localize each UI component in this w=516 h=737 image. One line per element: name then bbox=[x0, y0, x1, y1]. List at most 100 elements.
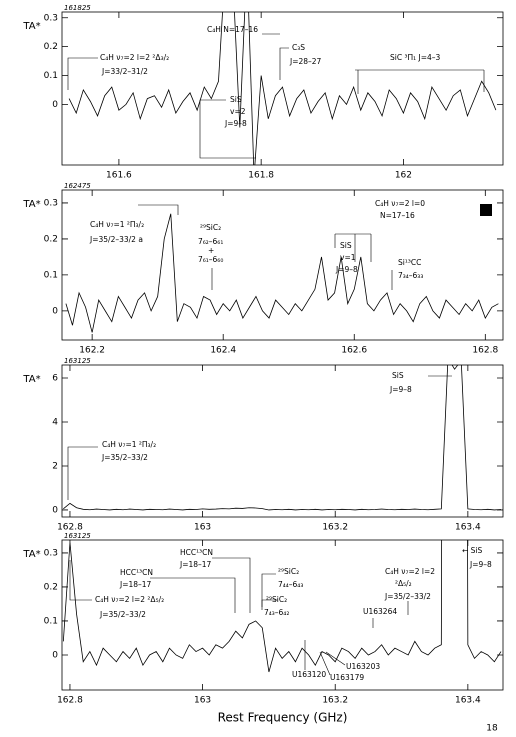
spectrum-line bbox=[68, 12, 497, 165]
annotation: 7₄₄–6₄₃ bbox=[278, 580, 303, 589]
annotation: J=18–17 bbox=[119, 580, 152, 589]
spectrum-line bbox=[65, 213, 499, 333]
annotation: ← SiS bbox=[462, 546, 483, 555]
y-tick-label: 0.3 bbox=[44, 548, 58, 558]
annotation: SiS bbox=[230, 95, 242, 104]
x-tick-label: 161.8 bbox=[248, 171, 274, 181]
annotation: J=35/2–33/2 bbox=[101, 453, 148, 462]
panel-label: 163125 bbox=[64, 532, 91, 540]
y-tick-label: 0 bbox=[52, 306, 58, 316]
annotation: N=17–16 bbox=[380, 211, 415, 220]
y-tick-label: 0.3 bbox=[44, 13, 58, 23]
annotation: U163179 bbox=[330, 673, 364, 682]
annotation: ²⁹SiC₂ bbox=[266, 595, 287, 604]
leader-line bbox=[69, 560, 92, 601]
leader-line bbox=[261, 599, 278, 610]
x-tick-label: 163 bbox=[194, 696, 211, 706]
annotation: C₄H ν₇=2 l=0 bbox=[375, 199, 425, 208]
annotation: Si¹³CC bbox=[398, 258, 421, 267]
y-tick-label: 2 bbox=[52, 461, 58, 471]
y-tick-label: 4 bbox=[52, 417, 58, 427]
panel-label: 161825 bbox=[64, 4, 91, 12]
leader-line bbox=[67, 57, 98, 90]
x-tick-label: 163.4 bbox=[455, 696, 481, 706]
x-tick-label: 162 bbox=[395, 171, 412, 181]
annotation: U163203 bbox=[346, 662, 380, 671]
spectrum-line bbox=[63, 365, 502, 511]
y-tick-label: 0.1 bbox=[44, 616, 58, 626]
annotation: C₃S bbox=[292, 43, 305, 52]
x-tick-label: 161.6 bbox=[106, 171, 132, 181]
annotation: J=9–8 bbox=[224, 119, 247, 128]
x-tick-label: 162.8 bbox=[57, 523, 83, 533]
annotation: SiS bbox=[392, 371, 404, 380]
spectrum-line bbox=[62, 540, 502, 673]
annotation: ²⁹SiC₂ bbox=[200, 223, 221, 232]
annotation: + bbox=[208, 246, 214, 255]
plot-frame bbox=[61, 539, 504, 691]
annotation: C₄H ν₇=1 ²Π₃/₂ bbox=[90, 220, 144, 229]
annotation: C₄H ν₇=2 l=2 bbox=[385, 567, 435, 576]
plot-frame bbox=[61, 364, 504, 518]
y-tick-label: 0.2 bbox=[44, 582, 58, 592]
annotation: J=9–8 bbox=[335, 265, 358, 274]
annotation: SiS bbox=[340, 241, 352, 250]
y-axis-label: TA* bbox=[22, 21, 40, 32]
annotation: J=35/2–33/2 bbox=[99, 610, 146, 619]
annotation: SiC ³Π₁ J=4–3 bbox=[390, 53, 441, 62]
leader-line bbox=[150, 577, 236, 613]
leader-line bbox=[334, 233, 372, 262]
annotation: U163264 bbox=[363, 607, 397, 616]
x-tick-label: 162.8 bbox=[472, 346, 498, 356]
y-tick-label: 6 bbox=[52, 373, 58, 383]
annotation: C₄H ν₇=2 l=2 ²Δ₃/₂ bbox=[100, 53, 169, 62]
leader-line bbox=[261, 573, 276, 607]
annotation: J=9–8 bbox=[469, 560, 492, 569]
y-tick-label: 0.2 bbox=[44, 42, 58, 52]
annotation: C₄H ν₇=1 ²Π₃/₂ bbox=[102, 440, 156, 449]
y-tick-label: 0.1 bbox=[44, 71, 58, 81]
annotation: HCC¹³CN bbox=[180, 548, 213, 557]
y-tick-label: 0 bbox=[52, 100, 58, 110]
annotation: J=18–17 bbox=[179, 560, 212, 569]
page-number: 18 bbox=[486, 724, 498, 734]
x-tick-label: 162.2 bbox=[79, 346, 105, 356]
leader-line bbox=[212, 557, 251, 613]
annotation: J=35/2–33/2 a bbox=[89, 235, 143, 244]
annotation: v=1 bbox=[340, 253, 356, 262]
y-axis-label: TA* bbox=[22, 199, 40, 210]
annotation: C₄H N=17–16 bbox=[207, 25, 258, 34]
leader-line bbox=[279, 47, 289, 80]
y-axis-label: TA* bbox=[22, 374, 40, 385]
x-tick-label: 162.4 bbox=[210, 346, 236, 356]
annotation: J=9–8 bbox=[389, 385, 412, 394]
y-tick-label: 0.3 bbox=[44, 198, 58, 208]
annotation: v=2 bbox=[230, 107, 246, 116]
x-axis-label: Rest Frequency (GHz) bbox=[218, 711, 348, 725]
annotation: J=33/2–31/2 bbox=[101, 67, 148, 76]
annotation: U163120 bbox=[292, 670, 326, 679]
x-tick-label: 163.2 bbox=[322, 523, 348, 533]
marker-square bbox=[480, 204, 492, 216]
annotation: J=28–27 bbox=[289, 57, 322, 66]
annotation: J=35/2–33/2 bbox=[384, 592, 431, 601]
x-tick-label: 163 bbox=[194, 523, 211, 533]
annotation: 7₆₂–6₆₁ bbox=[198, 237, 223, 246]
annotation: 7₃₄–6₃₃ bbox=[398, 271, 423, 280]
leader-line bbox=[319, 651, 331, 676]
x-tick-label: 163.2 bbox=[322, 696, 348, 706]
leader-line bbox=[355, 69, 485, 94]
leader-line bbox=[67, 446, 98, 500]
plot-frame bbox=[61, 11, 504, 166]
y-tick-label: 0 bbox=[52, 505, 58, 515]
x-tick-label: 162.8 bbox=[57, 696, 83, 706]
leader-line bbox=[138, 204, 179, 215]
y-tick-label: 0.2 bbox=[44, 234, 58, 244]
annotation: C₄H ν₇=2 l=2 ²Δ₅/₂ bbox=[95, 595, 164, 604]
plot-frame bbox=[61, 189, 504, 341]
annotation: ²⁹SiC₂ bbox=[278, 567, 299, 576]
leader-line bbox=[199, 99, 256, 159]
annotation: HCC¹³CN bbox=[120, 568, 153, 577]
y-tick-label: 0.1 bbox=[44, 270, 58, 280]
